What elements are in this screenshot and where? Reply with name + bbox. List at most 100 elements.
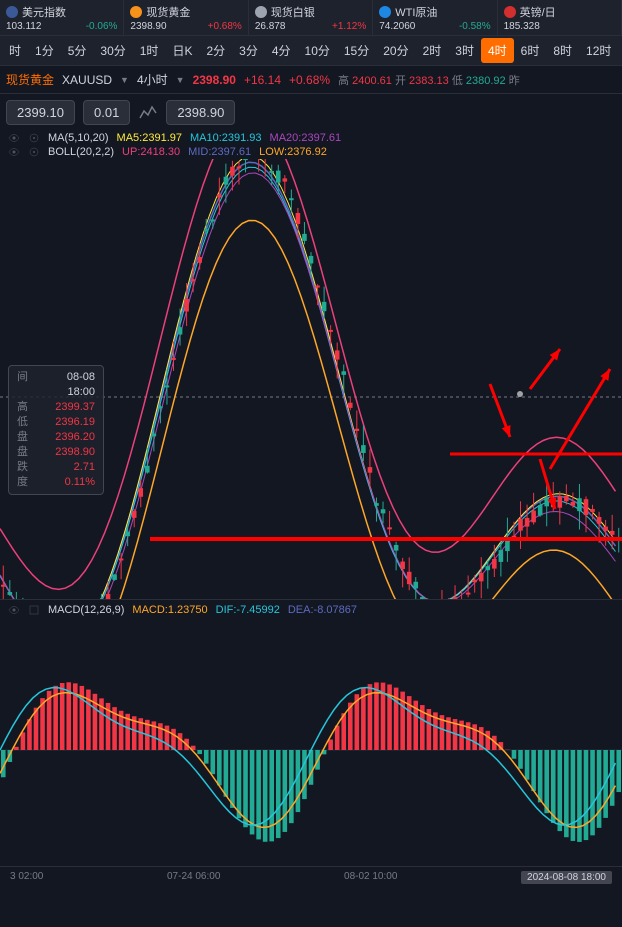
macd-indicator-row: MACD(12,26,9) MACD:1.23750 DIF:-7.45992 …	[0, 599, 622, 620]
bid-price-box[interactable]: 2399.10	[6, 100, 75, 125]
ohlc-value: 2399.37	[41, 400, 95, 415]
symbol-info-bar: 现货黄金 XAUUSD ▼ 4小时 ▼ 2398.90 +16.14 +0.68…	[0, 66, 622, 94]
eye-icon[interactable]	[8, 604, 20, 616]
ohlc-tooltip: 间 08-08 18:00 高 2399.37 低 2396.19 盘 2396.20 盘 239…	[8, 365, 104, 495]
timeframe-button[interactable]: 日K	[165, 38, 199, 63]
timeframe-button[interactable]: 3分	[232, 38, 265, 63]
timeframe-button[interactable]: 1时	[133, 38, 166, 63]
ticker-price: 185.328	[504, 21, 540, 32]
ticker-change: +1.12%	[332, 21, 366, 32]
ticker-item[interactable]: WTI原油 74.2060-0.58%	[373, 0, 497, 35]
dif-value: DIF:-7.45992	[216, 604, 280, 616]
ticker-bar: 美元指数 103.112 -0.06% 现货黄金 2398.90 +0.68% 现货白银…	[0, 0, 622, 36]
ticker-item[interactable]: 现货黄金 2398.90 +0.68%	[124, 0, 248, 35]
ohlc-value: 2398.90	[41, 445, 95, 460]
spread-box: 0.01	[83, 100, 130, 125]
ticker-change: -0.06%	[86, 21, 118, 32]
timeframe-button[interactable]: 3时	[448, 38, 481, 63]
ma5-label: MA5:2391.97	[117, 132, 182, 144]
ticker-item[interactable]: 美元指数 103.112 -0.06%	[0, 0, 124, 35]
boll-mid-label: MID:2397.61	[188, 146, 251, 158]
timeframe-button[interactable]: 2分	[199, 38, 232, 63]
ticker-price: 2398.90	[130, 21, 166, 32]
ticker-icon	[504, 6, 516, 18]
timeframe-button[interactable]: 12时	[579, 38, 618, 63]
timeframe-button[interactable]: 5分	[61, 38, 94, 63]
timeframe-button[interactable]: 4分	[265, 38, 298, 63]
timeframe-button[interactable]: 6时	[514, 38, 547, 63]
macd-chart	[0, 620, 622, 866]
ohlc-label: 高	[17, 400, 33, 415]
timeframe-button[interactable]: 时	[2, 38, 28, 63]
symbol-code: XAUUSD	[62, 73, 112, 87]
time-axis-label: 3 02:00	[10, 871, 43, 884]
symbol-name-cn[interactable]: 现货黄金	[6, 71, 54, 88]
time-axis-label: 08-02 10:00	[344, 871, 397, 884]
ma10-label: MA10:2391.93	[190, 132, 262, 144]
ohlc-label: 低	[17, 415, 33, 430]
ticker-icon	[255, 6, 267, 18]
mini-chart-icon	[138, 103, 158, 123]
timeframe-button[interactable]: 4时	[481, 38, 514, 63]
ticker-icon	[6, 6, 18, 18]
symbol-timeframe[interactable]: 4小时	[137, 71, 168, 88]
ohlc-value: 2.71	[41, 460, 95, 475]
dea-value: DEA:-8.07867	[288, 604, 357, 616]
ohlc-label: 盘	[17, 445, 33, 460]
ma-name: MA(5,10,20)	[48, 132, 109, 144]
timeframe-button[interactable]: 30分	[93, 38, 132, 63]
ticker-name-text: 现货黄金	[146, 4, 190, 20]
ticker-name-text: 英镑/日	[520, 4, 556, 20]
eye-icon[interactable]	[8, 132, 20, 144]
ohlc-label: 跌	[17, 460, 33, 475]
symbol-change: +16.14	[244, 73, 281, 87]
timeframe-button[interactable]: 20分	[376, 38, 415, 63]
macd-chart-panel[interactable]	[0, 620, 622, 866]
ticker-item[interactable]: 英镑/日 185.328	[498, 0, 622, 35]
ohlc-value: 2396.20	[41, 430, 95, 445]
ask-price-box[interactable]: 2398.90	[166, 100, 235, 125]
timeframe-button[interactable]: 2时	[416, 38, 449, 63]
ohlc-label: 间	[17, 370, 33, 400]
time-axis-label: 07-24 06:00	[167, 871, 220, 884]
ohlc-value: 08-08 18:00	[41, 370, 95, 400]
ticker-item[interactable]: 现货白银 26.878 +1.12%	[249, 0, 373, 35]
ticker-icon	[130, 6, 142, 18]
timeframe-button[interactable]: 1分	[28, 38, 61, 63]
timeframe-button[interactable]: 8时	[546, 38, 579, 63]
timeframe-bar: 时1分5分30分1时日K2分3分4分10分15分20分2时3时4时6时8时12时	[0, 36, 622, 66]
time-axis-label: 2024-08-08 18:00	[521, 871, 612, 884]
main-chart-panel[interactable]: 间 08-08 18:00 高 2399.37 低 2396.19 盘 2396.20 盘 239…	[0, 159, 622, 599]
ticker-change: +0.68%	[208, 21, 242, 32]
ma20-label: MA20:2397.61	[270, 132, 342, 144]
boll-name: BOLL(20,2,2)	[48, 146, 114, 158]
ticker-icon	[379, 6, 391, 18]
ticker-change: -0.58%	[459, 21, 491, 32]
dropdown-icon[interactable]: ▼	[120, 75, 129, 85]
ticker-name-text: 美元指数	[22, 4, 66, 20]
time-axis: 3 02:00 07-24 06:00 08-02 10:00 2024-08-08 …	[0, 866, 622, 888]
dropdown-icon[interactable]: ▼	[176, 75, 185, 85]
settings-icon[interactable]	[28, 132, 40, 144]
timeframe-button[interactable]: 15分	[337, 38, 376, 63]
expand-icon[interactable]	[28, 604, 40, 616]
ticker-price: 74.2060	[379, 21, 415, 32]
symbol-ohlc: 高 2400.61 开 2383.13 低 2380.92 昨	[338, 72, 520, 88]
ticker-price: 103.112	[6, 21, 41, 32]
timeframe-button[interactable]: 10分	[298, 38, 337, 63]
price-box-row: 2399.10 0.01 2398.90	[0, 94, 622, 131]
ohlc-label: 盘	[17, 430, 33, 445]
eye-icon[interactable]	[8, 146, 20, 158]
boll-low-label: LOW:2376.92	[259, 146, 327, 158]
ohlc-value: 2396.19	[41, 415, 95, 430]
ticker-price: 26.878	[255, 21, 286, 32]
ohlc-value: 0.11%	[41, 475, 95, 490]
ticker-name-text: 现货白银	[271, 4, 315, 20]
ma-indicator-row: MA(5,10,20) MA5:2391.97 MA10:2391.93 MA2…	[0, 131, 622, 145]
macd-value: MACD:1.23750	[132, 604, 207, 616]
settings-icon[interactable]	[28, 146, 40, 158]
symbol-change-pct: +0.68%	[289, 73, 330, 87]
macd-name: MACD(12,26,9)	[48, 604, 124, 616]
symbol-price: 2398.90	[193, 73, 236, 87]
boll-up-label: UP:2418.30	[122, 146, 180, 158]
